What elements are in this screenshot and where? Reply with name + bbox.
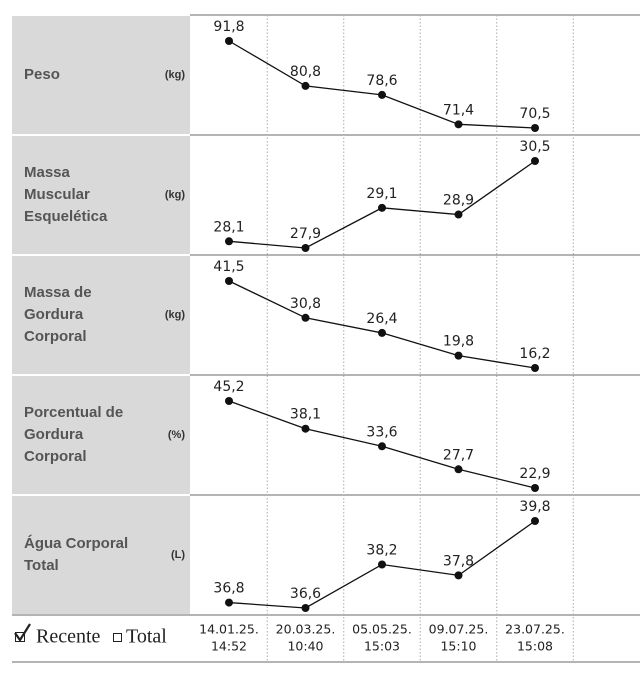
label-cell xyxy=(12,136,190,254)
label-cell xyxy=(12,376,190,494)
row-title: Gordura xyxy=(24,426,84,443)
data-point xyxy=(301,244,310,252)
time-label: 15:10 xyxy=(440,639,476,654)
data-point xyxy=(531,364,539,372)
value-label: 27,9 xyxy=(290,226,321,242)
data-point xyxy=(454,351,463,360)
value-label: 28,1 xyxy=(213,219,244,235)
value-label: 39,8 xyxy=(519,499,550,515)
data-point xyxy=(531,517,539,525)
data-point xyxy=(531,157,539,165)
data-point xyxy=(225,277,233,285)
data-point xyxy=(378,328,386,337)
data-point xyxy=(301,424,310,433)
row-title: Porcentual de xyxy=(24,404,123,421)
value-label: 45,2 xyxy=(213,379,244,395)
value-label: 41,5 xyxy=(213,259,244,275)
row-title: Corporal xyxy=(24,448,87,465)
value-label: 78,6 xyxy=(366,73,397,89)
check-icon xyxy=(14,623,31,642)
time-label: 15:03 xyxy=(364,639,400,654)
data-point xyxy=(454,571,463,580)
row-title: Peso xyxy=(24,66,60,83)
row-unit: (L) xyxy=(171,549,185,561)
value-label: 80,8 xyxy=(290,64,321,80)
date-label: 20.03.25. xyxy=(276,622,336,637)
value-label: 26,4 xyxy=(366,311,397,327)
value-label: 30,5 xyxy=(519,139,550,155)
value-label: 22,9 xyxy=(519,466,550,482)
data-point xyxy=(301,604,310,612)
label-cell xyxy=(12,256,190,374)
row-title: Massa xyxy=(24,164,71,181)
value-label: 36,6 xyxy=(290,586,321,602)
data-point xyxy=(454,465,463,474)
data-point xyxy=(301,313,310,322)
data-point xyxy=(301,81,310,90)
row-title: Esquelética xyxy=(24,208,108,225)
value-label: 37,8 xyxy=(443,553,474,569)
row-unit: (%) xyxy=(168,429,185,441)
data-point xyxy=(378,560,386,569)
row-unit: (kg) xyxy=(165,309,186,321)
date-label: 23.07.25. xyxy=(505,622,565,637)
time-label: 10:40 xyxy=(287,639,323,654)
row-unit: (kg) xyxy=(165,189,186,201)
value-label: 36,8 xyxy=(213,581,244,597)
data-point xyxy=(454,120,463,129)
row-title: Massa de xyxy=(24,284,92,301)
value-label: 19,8 xyxy=(443,334,474,350)
row-title: Corporal xyxy=(24,328,87,345)
label-cell xyxy=(12,496,190,614)
legend-recent: Recente xyxy=(36,626,101,648)
data-point xyxy=(378,203,386,212)
value-label: 27,7 xyxy=(443,447,474,463)
time-label: 15:08 xyxy=(517,639,553,654)
date-label: 14.01.25. xyxy=(199,622,259,637)
label-cell xyxy=(12,16,190,134)
date-label: 09.07.25. xyxy=(429,622,489,637)
row-title: Muscular xyxy=(24,186,90,203)
value-label: 38,2 xyxy=(366,543,397,559)
value-label: 28,9 xyxy=(443,193,474,209)
data-point xyxy=(378,90,386,99)
data-point xyxy=(378,442,386,451)
date-label: 05.05.25. xyxy=(352,622,412,637)
row-unit: (kg) xyxy=(165,69,186,81)
checkbox-recent[interactable] xyxy=(15,632,25,642)
data-point xyxy=(225,397,233,405)
checkbox-total[interactable] xyxy=(113,633,122,642)
row-title: Total xyxy=(24,557,59,574)
data-point xyxy=(531,484,539,492)
value-label: 33,6 xyxy=(366,424,397,440)
row-title: Gordura xyxy=(24,306,84,323)
value-label: 29,1 xyxy=(366,186,397,202)
row-title: Água Corporal xyxy=(24,535,128,552)
time-label: 14:52 xyxy=(211,639,247,654)
data-point xyxy=(225,598,233,607)
data-point xyxy=(225,237,233,246)
value-label: 70,5 xyxy=(519,106,550,122)
value-label: 91,8 xyxy=(213,19,244,35)
data-point xyxy=(531,124,539,132)
value-label: 71,4 xyxy=(443,102,474,118)
value-label: 38,1 xyxy=(290,407,321,423)
value-label: 30,8 xyxy=(290,296,321,312)
data-point xyxy=(454,210,463,219)
value-label: 16,2 xyxy=(519,346,550,362)
legend-total: Total xyxy=(126,626,167,648)
data-point xyxy=(225,37,233,45)
